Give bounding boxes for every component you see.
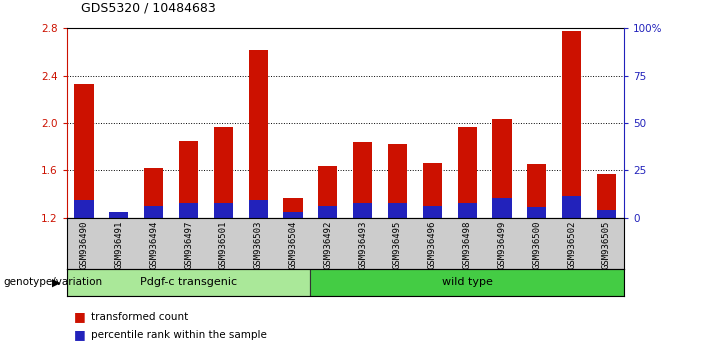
Text: GSM936504: GSM936504	[289, 220, 297, 269]
Text: GSM936505: GSM936505	[602, 220, 611, 269]
Text: GSM936494: GSM936494	[149, 220, 158, 269]
Bar	[597, 210, 616, 218]
Bar	[353, 202, 372, 218]
Text: ■: ■	[74, 310, 86, 323]
Bar	[492, 198, 512, 218]
Bar	[144, 168, 163, 218]
Bar	[249, 200, 268, 218]
Text: GSM936501: GSM936501	[219, 220, 228, 269]
Text: GSM936498: GSM936498	[463, 220, 472, 269]
Bar	[423, 163, 442, 218]
Bar	[353, 142, 372, 218]
Text: GSM936492: GSM936492	[323, 220, 332, 269]
Bar	[527, 207, 546, 218]
Bar	[74, 200, 94, 218]
Bar	[492, 119, 512, 218]
Text: GSM936491: GSM936491	[114, 220, 123, 269]
Bar	[283, 212, 303, 218]
Bar	[214, 202, 233, 218]
Text: wild type: wild type	[442, 277, 493, 287]
Text: ▶: ▶	[52, 277, 60, 287]
Bar	[179, 202, 198, 218]
Bar	[109, 215, 128, 218]
Bar	[597, 174, 616, 218]
Bar	[562, 196, 581, 218]
Text: GSM936496: GSM936496	[428, 220, 437, 269]
Text: GSM936500: GSM936500	[532, 220, 541, 269]
Bar	[388, 144, 407, 218]
Text: GSM936497: GSM936497	[184, 220, 193, 269]
Text: GSM936503: GSM936503	[254, 220, 263, 269]
Bar	[249, 50, 268, 218]
Bar	[388, 202, 407, 218]
Bar	[109, 212, 128, 218]
Text: GSM936495: GSM936495	[393, 220, 402, 269]
Text: GSM936502: GSM936502	[567, 220, 576, 269]
Text: ■: ■	[74, 328, 86, 341]
Bar	[562, 31, 581, 218]
Text: genotype/variation: genotype/variation	[4, 277, 102, 287]
Text: GSM936493: GSM936493	[358, 220, 367, 269]
Text: GSM936499: GSM936499	[498, 220, 507, 269]
Bar	[144, 206, 163, 218]
Bar	[67, 269, 311, 296]
Bar	[214, 127, 233, 218]
Bar	[458, 202, 477, 218]
Bar	[283, 198, 303, 218]
Bar	[318, 166, 337, 218]
Text: GSM936490: GSM936490	[79, 220, 88, 269]
Text: GDS5320 / 10484683: GDS5320 / 10484683	[81, 1, 215, 14]
Text: percentile rank within the sample: percentile rank within the sample	[91, 330, 267, 339]
Bar	[423, 206, 442, 218]
Text: Pdgf-c transgenic: Pdgf-c transgenic	[140, 277, 237, 287]
Bar	[74, 84, 94, 218]
Bar	[311, 269, 624, 296]
Text: transformed count: transformed count	[91, 312, 189, 322]
Bar	[179, 141, 198, 218]
Bar	[527, 165, 546, 218]
Bar	[318, 206, 337, 218]
Bar	[458, 127, 477, 218]
